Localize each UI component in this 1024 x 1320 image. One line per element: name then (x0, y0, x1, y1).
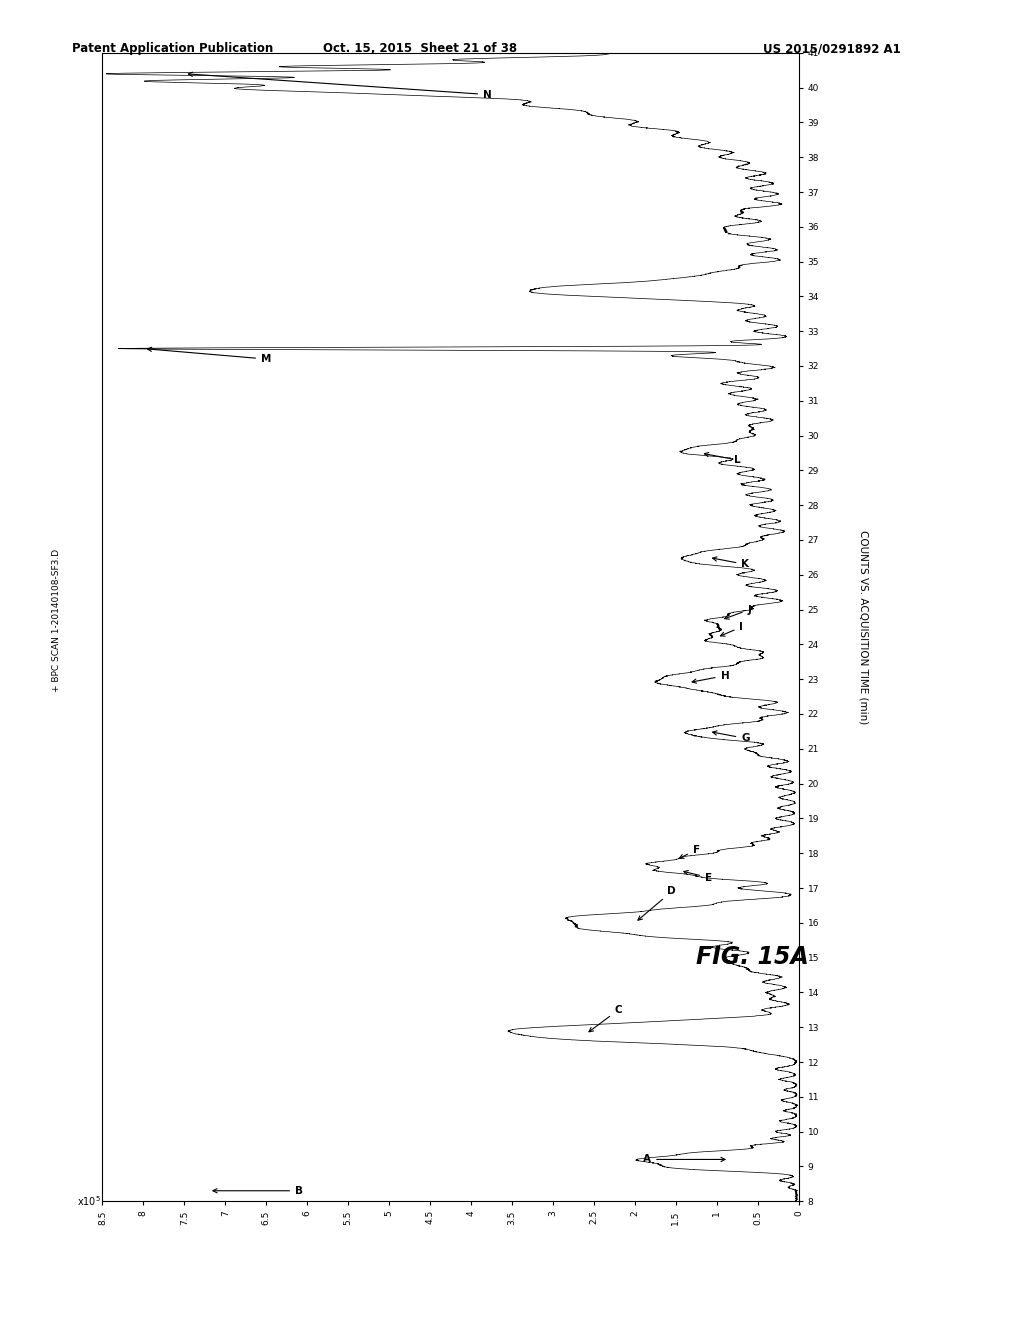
Text: I: I (721, 622, 743, 636)
Text: Patent Application Publication: Patent Application Publication (72, 42, 273, 55)
Text: B: B (213, 1185, 303, 1196)
Text: J: J (725, 605, 752, 619)
Text: E: E (684, 870, 712, 883)
Text: Oct. 15, 2015  Sheet 21 of 38: Oct. 15, 2015 Sheet 21 of 38 (323, 42, 517, 55)
Text: x10$^5$: x10$^5$ (77, 1195, 100, 1208)
Text: G: G (713, 731, 750, 743)
Y-axis label: COUNTS VS. ACQUISITION TIME (min): COUNTS VS. ACQUISITION TIME (min) (858, 529, 868, 725)
Text: M: M (147, 347, 271, 364)
Text: H: H (692, 671, 729, 684)
Text: K: K (713, 557, 750, 569)
Text: + BPC SCAN 1-20140108-SF3.D: + BPC SCAN 1-20140108-SF3.D (52, 549, 60, 692)
Text: A: A (643, 1155, 725, 1164)
Text: US 2015/0291892 A1: US 2015/0291892 A1 (763, 42, 901, 55)
Text: D: D (638, 887, 676, 920)
Text: FIG. 15A: FIG. 15A (696, 945, 809, 969)
Text: F: F (679, 845, 699, 858)
Text: N: N (188, 73, 492, 99)
Text: C: C (589, 1005, 623, 1032)
Text: L: L (705, 453, 740, 465)
